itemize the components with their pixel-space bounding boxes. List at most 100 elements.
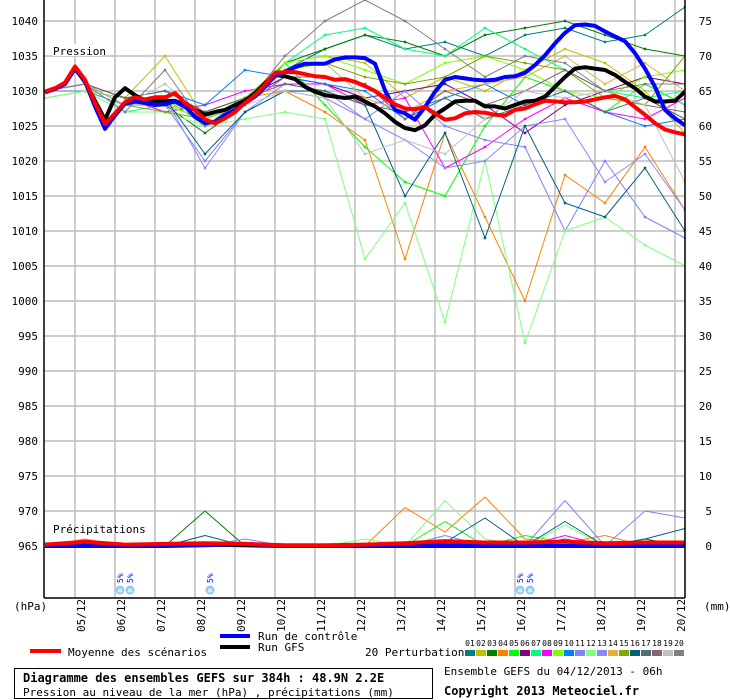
perturbation-legend-number: 20	[674, 639, 684, 648]
series-layer	[44, 0, 685, 548]
perturbation-08-point	[243, 89, 247, 93]
right-tick-label: 0	[705, 540, 712, 553]
perturbation-08-point	[523, 117, 527, 121]
perturbation-20-point	[643, 82, 647, 86]
snow-probability: 5%	[116, 573, 125, 583]
perturbation-11-point	[203, 159, 207, 163]
x-tick-label: 05/12	[75, 599, 88, 632]
perturbation-16-point	[603, 215, 607, 219]
perturbation-15-point	[403, 82, 407, 86]
left-axis-ticks: 1040 1035 1030 1025 1020 1015 1010 1005 1000 995 9…	[12, 15, 39, 553]
perturbation-04-point	[483, 215, 487, 219]
perturbation-legend-swatch	[674, 650, 684, 656]
perturbation-legend-number: 06	[520, 639, 530, 648]
perturbation-07-point	[363, 26, 367, 30]
perturbation-02-point	[643, 89, 647, 93]
perturbation-12-point	[403, 201, 407, 205]
left-tick-label: 1040	[12, 15, 39, 28]
perturbation-08-point	[643, 117, 647, 121]
left-tick-label: 1020	[12, 155, 39, 168]
perturbation-20-point	[163, 68, 167, 72]
perturbation-legend-swatch	[630, 650, 640, 656]
title-box: Diagramme des ensembles GEFS sur 384h : …	[14, 668, 433, 699]
perturbation-12-point	[243, 117, 247, 121]
perturbation-01-point	[443, 40, 447, 44]
perturbation-04-point	[603, 201, 607, 205]
perturbation-17-point	[163, 89, 167, 93]
perturbation-20-point	[483, 75, 487, 79]
perturbation-02-point	[163, 54, 167, 58]
snow-layer: 5%✻5%✻5%✻5%✻5%✻	[115, 573, 535, 595]
perturbation-17-point	[323, 89, 327, 93]
perturbation-04-point	[363, 138, 367, 142]
perturbation-legend-swatch	[619, 650, 629, 656]
perturbation-10-point	[203, 103, 207, 107]
perturbation-18-point	[123, 96, 127, 100]
x-tick-label: 16/12	[515, 599, 528, 632]
perturbation-05-point	[403, 180, 407, 184]
legend-gfs-swatch	[220, 645, 250, 649]
perturbation-06-point	[523, 131, 527, 135]
perturbation-20-point	[323, 19, 327, 23]
snow-probability: 5%	[126, 573, 135, 583]
perturbation-legend-number: 05	[509, 639, 519, 648]
perturbation-07-point	[443, 54, 447, 58]
perturbation-07-point	[403, 47, 407, 51]
perturbation-17-point	[363, 103, 367, 107]
perturbation-legend-swatch	[564, 650, 574, 656]
perturbation-16-point	[523, 124, 527, 128]
perturbation-legend-swatch	[553, 650, 563, 656]
perturbation-20-point	[563, 61, 567, 65]
left-tick-label: 970	[18, 505, 38, 518]
perturbation-05-point	[443, 194, 447, 198]
x-tick-label: 12/12	[355, 599, 368, 632]
left-tick-label: 995	[18, 330, 38, 343]
perturbation-legend-number: 14	[608, 639, 618, 648]
snowflake-glyph-icon: ✻	[518, 586, 523, 595]
left-tick-label: 975	[18, 470, 38, 483]
perturbation-03-point	[323, 47, 327, 51]
perturbation-legend-number: 02	[476, 639, 486, 648]
perturbation-12-point	[363, 257, 367, 261]
right-tick-label: 50	[699, 190, 712, 203]
perturbation-03-point	[203, 131, 207, 135]
perturbation-04-point	[643, 145, 647, 149]
snowflake-icon	[205, 585, 215, 595]
perturbation-legend: 01 02 03 04 05 06 07 08 09 10 11 12 13 14 15 16 17 18 19 20	[465, 639, 684, 656]
perturbation-18-point	[403, 117, 407, 121]
left-tick-label: 990	[18, 365, 38, 378]
perturbation-13-point	[563, 117, 567, 121]
right-tick-label: 65	[699, 85, 712, 98]
mean-pressure-line	[44, 64, 685, 137]
x-tick-label: 08/12	[195, 599, 208, 632]
perturbation-19-point	[363, 152, 367, 156]
perturbation-17-point	[603, 110, 607, 114]
perturbation-10-point	[323, 82, 327, 86]
perturbation-15-point	[523, 61, 527, 65]
grid	[44, 0, 685, 598]
x-tick-label: 06/12	[115, 599, 128, 632]
perturbation-legend-swatch	[487, 650, 497, 656]
perturbation-07-point	[323, 33, 327, 37]
perturbation-12-point	[283, 110, 287, 114]
perturbation-02-point	[603, 61, 607, 65]
perturbation-legend-swatch	[597, 650, 607, 656]
perturbation-09-point	[323, 54, 327, 58]
snowflake-icon	[525, 585, 535, 595]
perturbation-20-point	[123, 110, 127, 114]
perturbation-legend-swatch	[498, 650, 508, 656]
perturbation-13-point	[363, 117, 367, 121]
chart-title: Diagramme des ensembles GEFS sur 384h : …	[23, 671, 385, 685]
perturbation-legend-number: 18	[652, 639, 662, 648]
perturbation-04-point	[323, 110, 327, 114]
perturbation-20-point	[443, 47, 447, 51]
perturbation-legend-number: 11	[575, 639, 585, 648]
perturbation-01-point	[643, 33, 647, 37]
perturbation-12-point	[323, 117, 327, 121]
perturbation-13-point	[643, 152, 647, 156]
perturbation-legend-swatch	[509, 650, 519, 656]
perturbation-12-point	[523, 341, 527, 345]
perturbation-11-point	[523, 145, 527, 149]
perturbation-legend-number: 08	[542, 639, 552, 648]
perturbation-16-point	[483, 236, 487, 240]
